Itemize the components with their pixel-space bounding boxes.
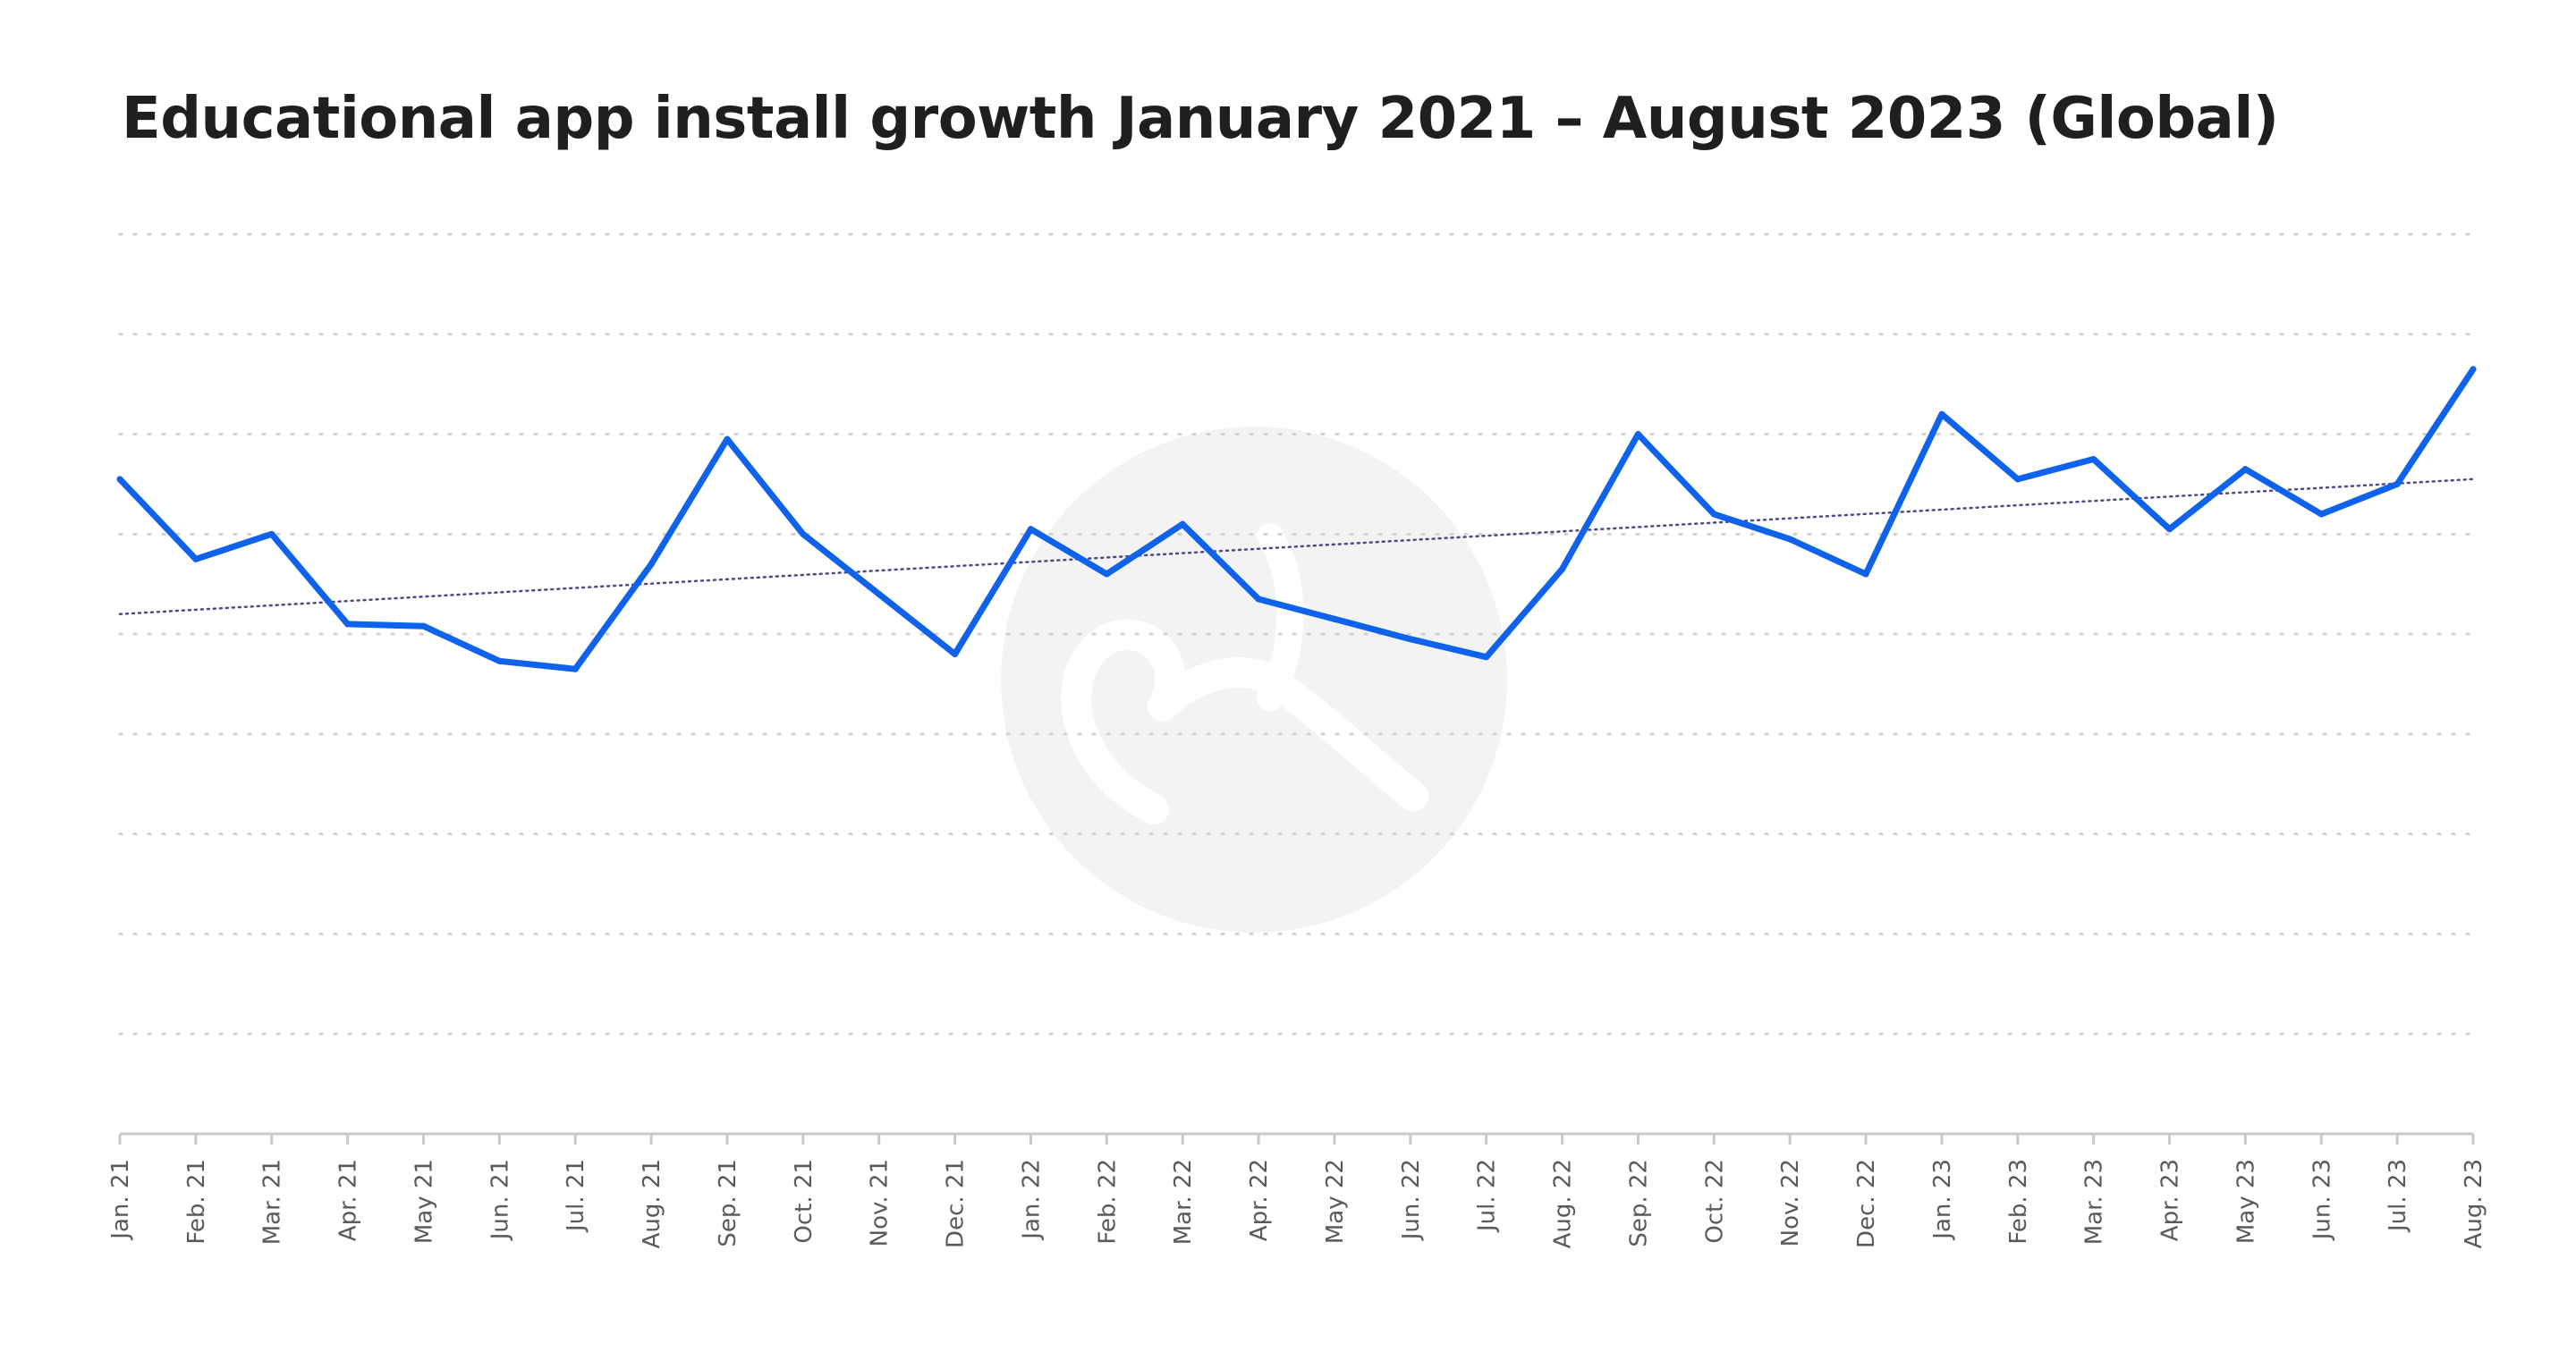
data-point xyxy=(2014,476,2021,483)
data-point xyxy=(724,435,731,443)
series-line xyxy=(116,366,2477,672)
data-point xyxy=(2241,466,2249,473)
data-point xyxy=(344,621,352,628)
series-layer xyxy=(116,366,2477,672)
x-axis xyxy=(118,1132,2475,1145)
x-tick-label: Jul. 23 xyxy=(2385,1159,2411,1233)
data-point xyxy=(116,476,123,483)
x-tick-label: Mar. 22 xyxy=(1170,1159,1197,1245)
data-point xyxy=(1255,596,1262,603)
data-point xyxy=(876,590,883,597)
data-point xyxy=(648,561,655,568)
data-point xyxy=(1938,410,1945,418)
x-tick-label: Jun. 23 xyxy=(2309,1159,2335,1241)
data-point xyxy=(1027,526,1034,533)
x-tick-label: May 21 xyxy=(411,1159,437,1244)
x-tick-label: Oct. 22 xyxy=(1701,1159,1728,1244)
data-point xyxy=(2470,366,2477,373)
data-point xyxy=(2166,526,2174,533)
gridlines xyxy=(118,232,2475,1035)
x-tick-label: Jul. 22 xyxy=(1474,1159,1501,1233)
chart-title: Educational app install growth January 2… xyxy=(122,86,2279,152)
x-tick-label: Feb. 22 xyxy=(1094,1159,1121,1245)
x-tick-label: Jul. 21 xyxy=(563,1159,589,1233)
x-tick-label: May 23 xyxy=(2233,1159,2259,1244)
data-point xyxy=(2090,456,2097,462)
x-tick-label: Sep. 22 xyxy=(1625,1159,1652,1247)
data-point xyxy=(1483,654,1490,661)
x-tick-label: Jan. 21 xyxy=(107,1159,134,1241)
data-point xyxy=(419,622,427,630)
x-tick-label: Nov. 21 xyxy=(867,1159,894,1246)
data-point xyxy=(2318,511,2325,518)
data-point xyxy=(800,530,807,537)
logo-watermark-icon xyxy=(1001,427,1507,933)
x-tick-label: Apr. 23 xyxy=(2157,1159,2184,1241)
x-tick-label: Oct. 21 xyxy=(791,1159,818,1244)
data-point xyxy=(1710,511,1717,518)
data-point xyxy=(1179,520,1186,528)
x-tick-labels: Jan. 21 Feb. 21 Mar. 21 Apr. 21 May 21 Jun. 2… xyxy=(107,1159,2487,1248)
x-tick-label: Nov. 22 xyxy=(1777,1159,1804,1246)
data-point xyxy=(1786,536,1793,543)
data-point xyxy=(1559,565,1566,572)
data-point xyxy=(496,657,503,664)
x-tick-label: Sep. 21 xyxy=(715,1159,741,1247)
x-tick-label: Jun. 21 xyxy=(487,1159,513,1241)
data-point xyxy=(572,665,579,672)
data-point xyxy=(192,555,199,562)
x-tick-label: Mar. 21 xyxy=(259,1159,286,1245)
data-point xyxy=(1634,431,1641,438)
x-tick-label: Aug. 23 xyxy=(2461,1159,2487,1248)
x-tick-label: Apr. 22 xyxy=(1246,1159,1273,1241)
x-tick-label: Feb. 23 xyxy=(2005,1159,2032,1245)
data-point xyxy=(952,650,959,657)
x-tick-label: Jan. 23 xyxy=(1929,1159,1956,1241)
x-tick-label: Mar. 23 xyxy=(2081,1159,2108,1245)
trendline-layer xyxy=(118,477,2475,616)
data-point xyxy=(268,530,275,537)
x-tick-label: Apr. 21 xyxy=(335,1159,362,1241)
x-tick-label: Aug. 22 xyxy=(1550,1159,1577,1248)
x-tick-label: Dec. 22 xyxy=(1853,1159,1880,1248)
data-point xyxy=(2394,480,2401,487)
x-tick-label: Jan. 22 xyxy=(1018,1159,1045,1241)
x-tick-label: Jun. 22 xyxy=(1398,1159,1425,1241)
x-tick-label: Aug. 21 xyxy=(639,1159,665,1248)
x-tick-label: Feb. 21 xyxy=(183,1159,210,1245)
data-point xyxy=(1331,615,1338,622)
data-point xyxy=(1862,570,1869,578)
x-tick-label: May 22 xyxy=(1322,1159,1349,1244)
data-point xyxy=(1407,636,1414,643)
trendline xyxy=(118,477,2475,616)
data-point xyxy=(1103,570,1110,578)
x-tick-label: Dec. 21 xyxy=(943,1159,970,1248)
